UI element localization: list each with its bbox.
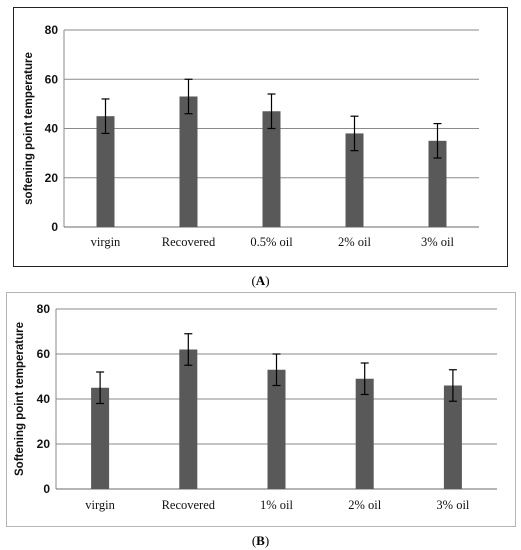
chart-a-bar [96, 116, 115, 227]
caption-a: (A) [0, 273, 521, 289]
caption-a-close: ) [265, 273, 270, 288]
chart-b-y-tick-label: 80 [37, 302, 51, 316]
chart-b-bar [443, 385, 462, 489]
chart-b-bar [355, 378, 374, 489]
chart-a-y-axis-label: softening point temperature [23, 52, 35, 205]
chart-a-x-tick-label: 2% oil [338, 235, 372, 249]
chart-a-x-tick-label: Recovered [162, 235, 216, 249]
chart-b-x-tick-label: Recovered [162, 498, 216, 512]
chart-b-y-tick-label: 60 [37, 347, 51, 361]
chart-b-y-tick-label: 40 [37, 392, 51, 406]
chart-a-x-tick-label: 0.5% oil [250, 235, 293, 249]
chart-a-bar [428, 140, 447, 227]
chart-panel-a: 0 20 40 60 80 softening point temperature virg… [13, 7, 508, 267]
chart-panel-b: 0 20 40 60 80 Softening point temperature virg… [6, 292, 516, 527]
chart-b-x-tick-label: 1% oil [260, 498, 294, 512]
chart-a-y-tick-label: 0 [51, 220, 58, 234]
caption-b-close: ) [264, 533, 270, 548]
chart-b: 0 20 40 60 80 Softening point temperature virg… [14, 302, 497, 512]
chart-a-x-tick-label: 3% oil [421, 235, 455, 249]
caption-a-open: ( [251, 273, 256, 288]
caption-b-open: ( [251, 533, 257, 548]
chart-a-x-tick-label: virgin [91, 235, 121, 249]
chart-a-bar [262, 111, 281, 227]
chart-b-bar [91, 387, 110, 489]
chart-a-bar [179, 96, 198, 227]
chart-b-x-tick-label: 3% oil [436, 498, 470, 512]
chart-a-y-tick-label: 20 [45, 171, 59, 185]
chart-b-bar [179, 349, 198, 489]
chart-b-y-tick-label: 20 [37, 437, 51, 451]
chart-b-x-tick-label: virgin [85, 498, 115, 512]
chart-b-x-tick-label: 2% oil [348, 498, 382, 512]
caption-a-letter: A [255, 273, 266, 288]
chart-a-bar [345, 133, 364, 227]
chart-a-y-tick-label: 60 [45, 72, 59, 86]
chart-a: 0 20 40 60 80 softening point temperature virg… [23, 23, 479, 249]
chart-b-y-axis-label: Softening point temperature [14, 322, 26, 476]
chart-a-y-tick-label: 80 [45, 23, 59, 37]
caption-b: (B) [0, 533, 521, 549]
chart-b-y-tick-label: 0 [43, 482, 50, 496]
chart-a-y-tick-label: 40 [45, 122, 59, 136]
chart-b-bar [267, 369, 286, 489]
caption-b-letter: B [256, 533, 265, 548]
